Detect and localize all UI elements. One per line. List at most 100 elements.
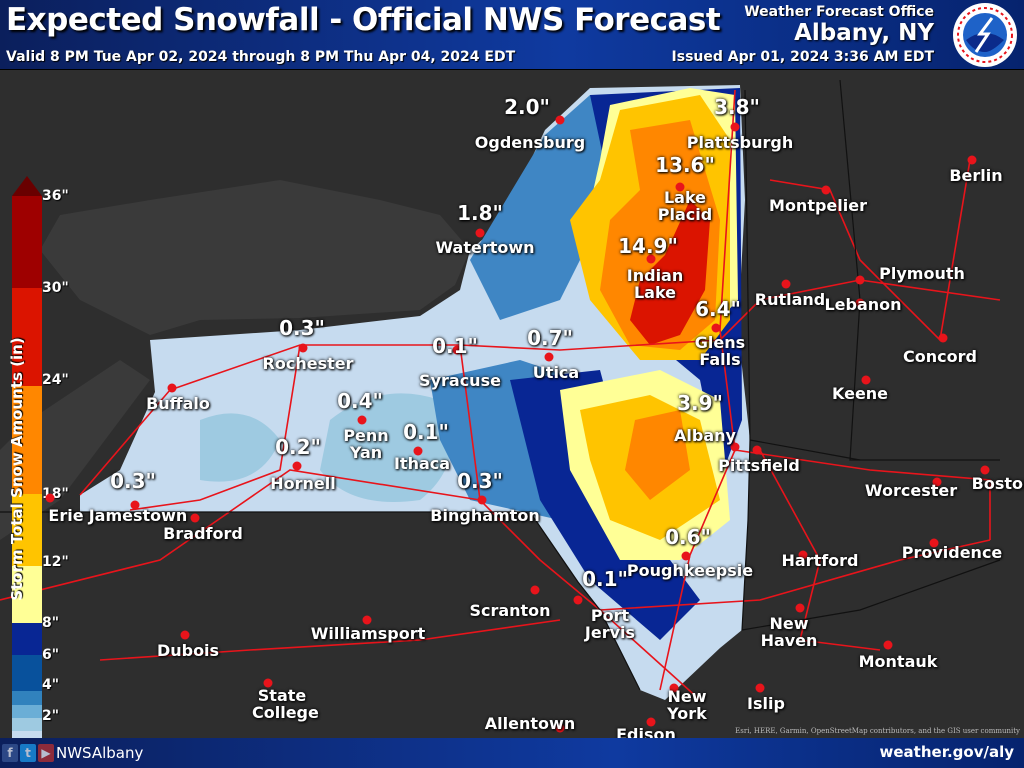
city-label-ogdensburg: Ogdensburg <box>474 133 586 152</box>
city-label-buffalo: Buffalo <box>146 394 210 413</box>
city-marker-bradford <box>190 513 200 523</box>
city-marker-indian-lake <box>646 254 656 264</box>
city-label-keene: Keene <box>831 384 889 403</box>
city-label-providence: Providence <box>901 543 1003 562</box>
website-link[interactable]: weather.gov/aly <box>879 743 1014 761</box>
city-marker-ithaca <box>413 446 423 456</box>
city-label-ithaca: Ithaca <box>393 454 451 473</box>
city-marker-utica <box>544 352 554 362</box>
city-marker-berlin <box>967 155 977 165</box>
city-marker-dubois <box>180 630 190 640</box>
city-marker-new-york <box>669 683 679 693</box>
snow-amount-watertown: 1.8" <box>457 201 503 225</box>
map-title: Expected Snowfall - Official NWS Forecas… <box>6 2 721 38</box>
city-marker-albany <box>730 442 740 452</box>
city-marker-jamestown <box>130 500 140 510</box>
city-label-port-jervis: Port Jervis <box>584 606 636 642</box>
city-label-rochester: Rochester <box>262 354 354 373</box>
city-label-pittsfield: Pittsfield <box>718 456 800 475</box>
social-handle[interactable]: NWSAlbany <box>56 744 144 762</box>
youtube-icon[interactable]: ▶ <box>38 744 54 762</box>
city-label-albany: Albany <box>674 426 736 445</box>
legend-title: Storm Total Snow Amounts (in) <box>8 337 26 601</box>
city-marker-erie <box>45 493 55 503</box>
twitter-icon[interactable]: t <box>20 744 36 762</box>
city-label-plattsburgh: Plattsburgh <box>686 133 794 152</box>
footer-bar <box>0 738 1024 768</box>
snow-2in <box>200 393 452 502</box>
office-name: Albany, NY <box>794 20 934 46</box>
city-label-indian-lake: Indian Lake <box>626 266 684 302</box>
city-marker-watertown <box>475 228 485 238</box>
valid-period: Valid 8 PM Tue Apr 02, 2024 through 8 PM… <box>6 49 516 65</box>
city-label-rutland: Rutland <box>754 290 826 309</box>
city-label-binghamton: Binghamton <box>430 506 540 525</box>
city-label-syracuse: Syracuse <box>419 371 501 390</box>
snow-amount-indian-lake: 14.9" <box>618 234 678 258</box>
facebook-icon[interactable]: f <box>2 744 18 762</box>
city-marker-buffalo <box>167 383 177 393</box>
city-marker-boston <box>980 465 990 475</box>
snow-amount-penn-yan: 0.4" <box>337 389 383 413</box>
city-label-bradford: Bradford <box>163 524 243 543</box>
header-bar: Expected Snowfall - Official NWS Forecas… <box>0 0 1024 70</box>
issued-time: Issued Apr 01, 2024 3:36 AM EDT <box>671 49 934 65</box>
snow-amount-albany: 3.9" <box>677 391 723 415</box>
legend-bin <box>12 386 42 494</box>
city-label-watertown: Watertown <box>435 238 535 257</box>
city-label-state-college: State College <box>252 686 319 722</box>
city-marker-scranton <box>530 585 540 595</box>
city-label-berlin: Berlin <box>949 166 1003 185</box>
map-credits: Esri, HERE, Garmin, OpenStreetMap contri… <box>735 727 1020 735</box>
legend-arrow <box>12 176 42 196</box>
city-marker-state-college <box>263 678 273 688</box>
city-label-new-york: New York <box>667 687 707 723</box>
snow-amount-utica: 0.7" <box>527 326 573 350</box>
legend-tick-label: 6" <box>42 647 60 663</box>
legend-tick-label: 36" <box>42 188 69 204</box>
snow-amount-port-jervis: 0.1" <box>582 567 628 591</box>
city-marker-lake-placid <box>675 182 685 192</box>
city-label-glens-falls: Glens Falls <box>694 333 746 369</box>
city-label-penn-yan: Penn Yan <box>343 426 389 462</box>
legend-colorbar <box>12 176 42 746</box>
city-marker-allentown <box>555 723 565 733</box>
legend-bin <box>12 705 42 718</box>
city-marker-plattsburgh <box>730 122 740 132</box>
snow-amount-binghamton: 0.3" <box>457 469 503 493</box>
legend-bin <box>12 718 42 731</box>
city-marker-montpelier <box>821 185 831 195</box>
legend-bin <box>12 655 42 691</box>
snow-amount-glens-falls: 6.4" <box>695 297 741 321</box>
city-marker-port-jervis <box>573 595 583 605</box>
snow-amount-lake-placid: 13.6" <box>655 153 715 177</box>
city-label-hartford: Hartford <box>781 551 859 570</box>
city-marker-williamsport <box>362 615 372 625</box>
city-marker-islip <box>755 683 765 693</box>
city-marker-montauk <box>883 640 893 650</box>
city-marker-edison <box>646 717 656 727</box>
city-label-boston: Boston <box>971 474 1024 493</box>
city-marker-rutland <box>781 279 791 289</box>
nws-logo-icon <box>953 3 1017 67</box>
snow-amount-ithaca: 0.1" <box>403 420 449 444</box>
city-label-williamsport: Williamsport <box>310 624 426 643</box>
lake-ontario <box>40 180 470 335</box>
legend-bin <box>12 623 42 655</box>
snow-amount-hornell: 0.2" <box>275 435 321 459</box>
city-marker-ogdensburg <box>555 115 565 125</box>
city-label-lebanon: Lebanon <box>824 295 902 314</box>
legend-bin <box>12 566 42 623</box>
city-label-plymouth: Plymouth <box>879 264 965 283</box>
city-label-islip: Islip <box>747 694 785 713</box>
city-marker-syracuse <box>452 345 462 355</box>
legend-tick-label: 24" <box>42 372 69 388</box>
legend-bin <box>12 494 42 566</box>
legend-bin <box>12 196 42 288</box>
city-label-hornell: Hornell <box>270 474 336 493</box>
snow-amount-plattsburgh: 3.8" <box>714 95 760 119</box>
city-marker-plymouth <box>855 275 865 285</box>
city-label-erie: Erie <box>48 506 84 525</box>
city-marker-penn-yan <box>357 415 367 425</box>
city-marker-keene <box>861 375 871 385</box>
